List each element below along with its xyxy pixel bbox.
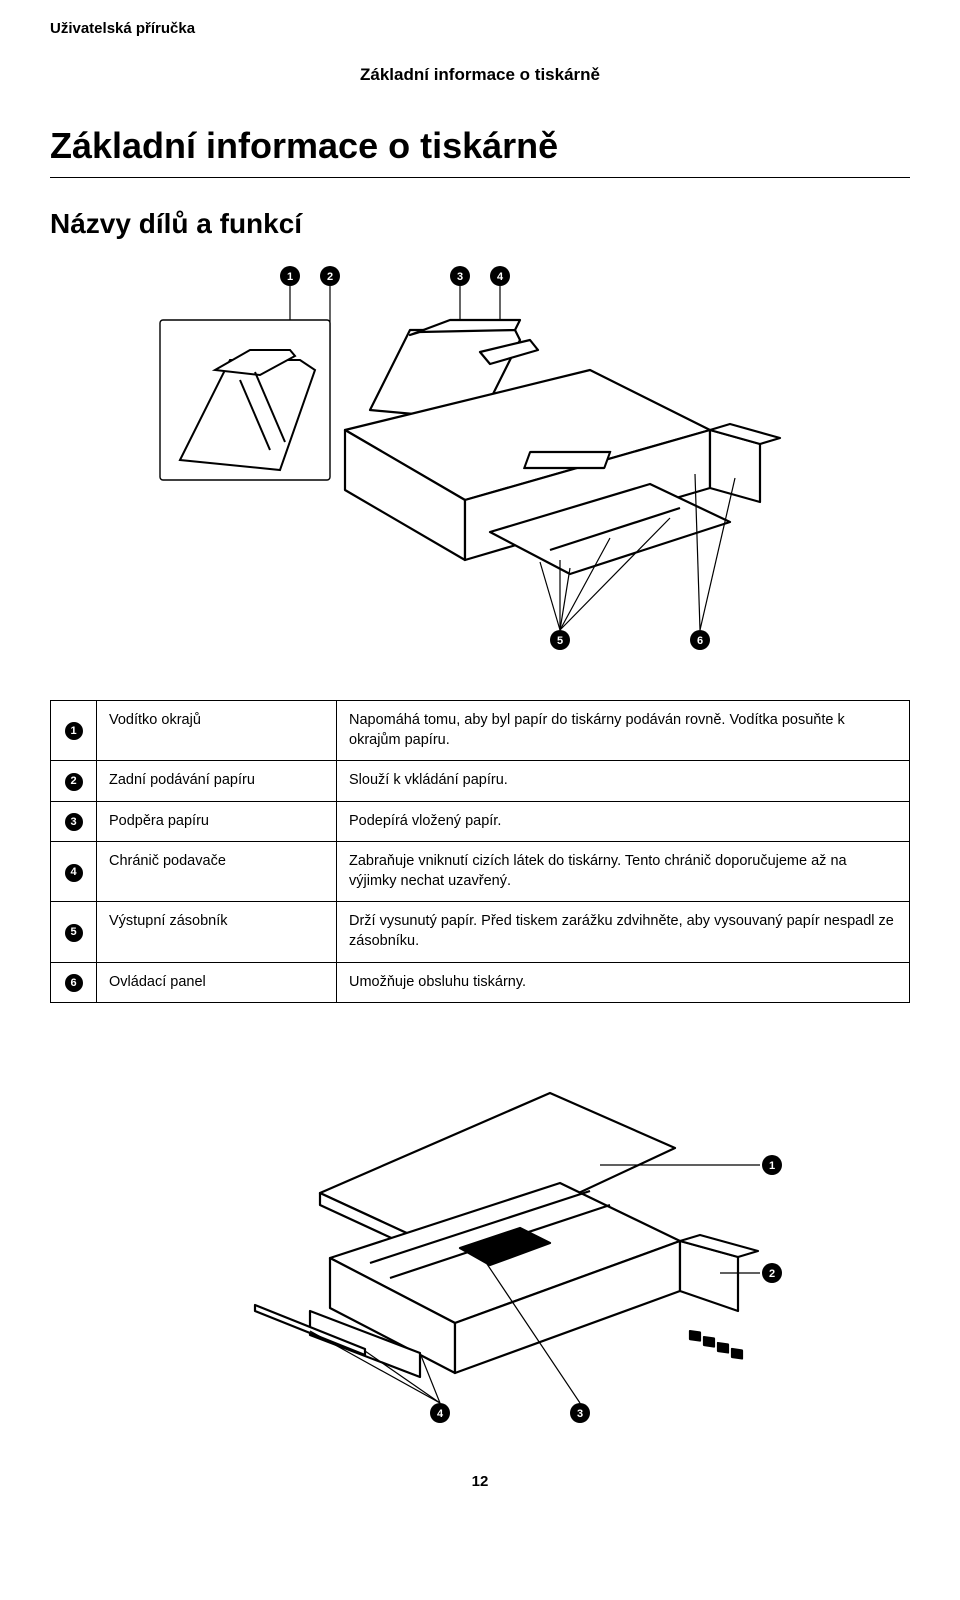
printer-diagram-top: 1 2 3 4 — [50, 260, 910, 680]
part-description: Drží vysunutý papír. Před tiskem zarážku… — [337, 902, 910, 962]
callout-5: 5 — [557, 635, 563, 647]
title-divider — [50, 177, 910, 178]
printer-open — [255, 1093, 758, 1377]
part-description: Zabraňuje vniknutí cizích látek do tiská… — [337, 842, 910, 902]
section-title: Názvy dílů a funkcí — [50, 208, 910, 240]
part-description: Podepírá vložený papír. — [337, 801, 910, 842]
row-number: 2 — [51, 761, 97, 802]
table-row: 3Podpěra papíruPodepírá vložený papír. — [51, 801, 910, 842]
callout-4: 4 — [497, 271, 504, 283]
callout-3: 3 — [457, 271, 463, 283]
row-number: 1 — [51, 701, 97, 761]
printer-body — [345, 320, 780, 574]
part-name: Podpěra papíru — [97, 801, 337, 842]
main-title: Základní informace o tiskárně — [50, 125, 910, 167]
part-name: Chránič podavače — [97, 842, 337, 902]
callout-b2: 2 — [769, 1268, 775, 1280]
row-number: 6 — [51, 962, 97, 1003]
part-name: Vodítko okrajů — [97, 701, 337, 761]
callout-6: 6 — [697, 635, 703, 647]
callout-b4: 4 — [437, 1408, 444, 1420]
table-row: 2Zadní podávání papíruSlouží k vkládání … — [51, 761, 910, 802]
row-number: 4 — [51, 842, 97, 902]
callout-b1: 1 — [769, 1160, 775, 1172]
callout-2: 2 — [327, 271, 333, 283]
table-row: 6Ovládací panelUmožňuje obsluhu tiskárny… — [51, 962, 910, 1003]
table-row: 1Vodítko okrajůNapomáhá tomu, aby byl pa… — [51, 701, 910, 761]
zoom-inset — [160, 320, 330, 480]
table-row: 4Chránič podavačeZabraňuje vniknutí cizí… — [51, 842, 910, 902]
part-description: Napomáhá tomu, aby byl papír do tiskárny… — [337, 701, 910, 761]
page-number: 12 — [50, 1473, 910, 1490]
row-number: 5 — [51, 902, 97, 962]
section-header-small: Základní informace o tiskárně — [50, 65, 910, 85]
part-description: Umožňuje obsluhu tiskárny. — [337, 962, 910, 1003]
table-row: 5Výstupní zásobníkDrží vysunutý papír. P… — [51, 902, 910, 962]
part-name: Výstupní zásobník — [97, 902, 337, 962]
printer-diagram-bottom: 1 2 3 4 — [50, 1053, 910, 1433]
part-name: Zadní podávání papíru — [97, 761, 337, 802]
part-name: Ovládací panel — [97, 962, 337, 1003]
callout-b3: 3 — [577, 1408, 583, 1420]
row-number: 3 — [51, 801, 97, 842]
doc-header: Uživatelská příručka — [50, 20, 910, 37]
parts-table: 1Vodítko okrajůNapomáhá tomu, aby byl pa… — [50, 700, 910, 1003]
callout-1: 1 — [287, 271, 293, 283]
part-description: Slouží k vkládání papíru. — [337, 761, 910, 802]
